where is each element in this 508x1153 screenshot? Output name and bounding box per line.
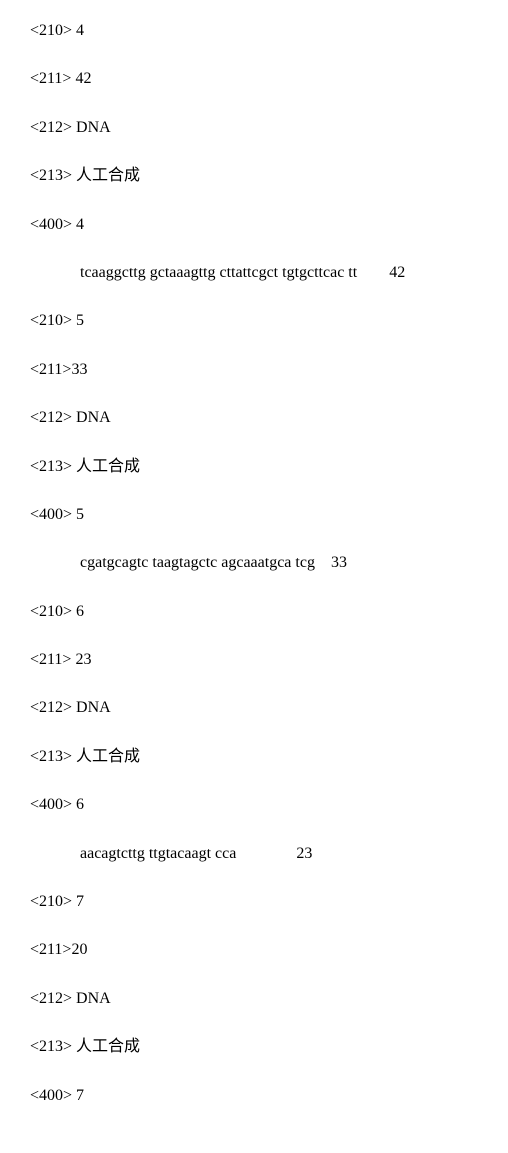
tag-line: <210> 6 [30, 601, 478, 623]
tag-line: <212> DNA [30, 988, 478, 1010]
tag-line: <212> DNA [30, 117, 478, 139]
tag-line: <400> 6 [30, 794, 478, 816]
tag-line: <210> 4 [30, 20, 478, 42]
tag-line: <212> DNA [30, 697, 478, 719]
tag-line: <213> 人工合成 [30, 746, 478, 768]
tag-line: <212> DNA [30, 407, 478, 429]
tag-line: <211>33 [30, 359, 478, 381]
tag-line: <213> 人工合成 [30, 456, 478, 478]
sequence-line: cgatgcagtc taagtagctc agcaaatgca tcg 33 [30, 552, 478, 574]
tag-line: <210> 5 [30, 310, 478, 332]
sequence-line: aacagtcttg ttgtacaagt cca 23 [30, 843, 478, 865]
tag-line: <213> 人工合成 [30, 165, 478, 187]
tag-line: <211> 23 [30, 649, 478, 671]
tag-line: <211>20 [30, 939, 478, 961]
tag-line: <211> 42 [30, 68, 478, 90]
sequence-listing: <210> 4 <211> 42 <212> DNA <213> 人工合成 <400> … [30, 20, 478, 1107]
tag-line: <400> 4 [30, 214, 478, 236]
tag-line: <400> 5 [30, 504, 478, 526]
tag-line: <210> 7 [30, 891, 478, 913]
tag-line: <213> 人工合成 [30, 1036, 478, 1058]
sequence-line: tcaaggcttg gctaaagttg cttattcgct tgtgctt… [30, 262, 478, 284]
tag-line: <400> 7 [30, 1085, 478, 1107]
